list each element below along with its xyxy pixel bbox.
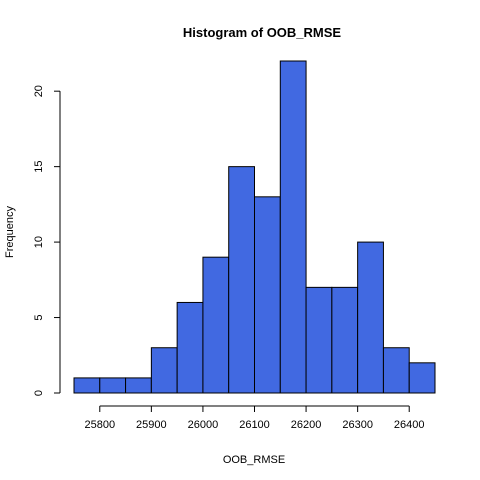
histogram-bar — [408, 362, 436, 394]
histogram-bar — [254, 196, 281, 394]
histogram-bar — [176, 301, 204, 394]
x-tick-label: 26200 — [291, 419, 322, 431]
y-tick-label: 20 — [33, 85, 45, 97]
x-tick-label: 26300 — [342, 419, 373, 431]
histogram-bar — [202, 256, 230, 394]
y-tick-label: 0 — [33, 390, 45, 396]
histogram-bar — [357, 241, 384, 394]
histogram-bar — [73, 377, 101, 394]
chart-title: Histogram of OOB_RMSE — [183, 25, 342, 40]
histogram-bar — [305, 286, 333, 394]
y-axis-label: Frequency — [4, 206, 16, 258]
histogram-bar — [331, 286, 359, 394]
x-tick-label: 25900 — [136, 419, 167, 431]
histogram-bar — [279, 60, 307, 394]
y-tick-label: 10 — [33, 236, 45, 248]
histogram-bar — [125, 377, 152, 394]
x-tick-label: 26000 — [188, 419, 219, 431]
histogram-bar — [382, 347, 410, 394]
y-tick-label: 5 — [33, 314, 45, 320]
histogram-bar — [150, 347, 178, 394]
x-tick-label: 26400 — [394, 419, 425, 431]
x-axis-label: OOB_RMSE — [223, 454, 285, 466]
y-axis: 0 5 10 15 20 — [33, 85, 61, 396]
x-tick-label: 25800 — [84, 419, 115, 431]
x-axis: 25800 25900 26000 26100 26200 26300 26400 — [84, 405, 425, 431]
histogram-bar — [228, 166, 256, 394]
y-tick-label: 15 — [33, 161, 45, 173]
x-tick-label: 26100 — [239, 419, 270, 431]
bars-group — [73, 60, 436, 394]
histogram-bar — [99, 377, 127, 394]
